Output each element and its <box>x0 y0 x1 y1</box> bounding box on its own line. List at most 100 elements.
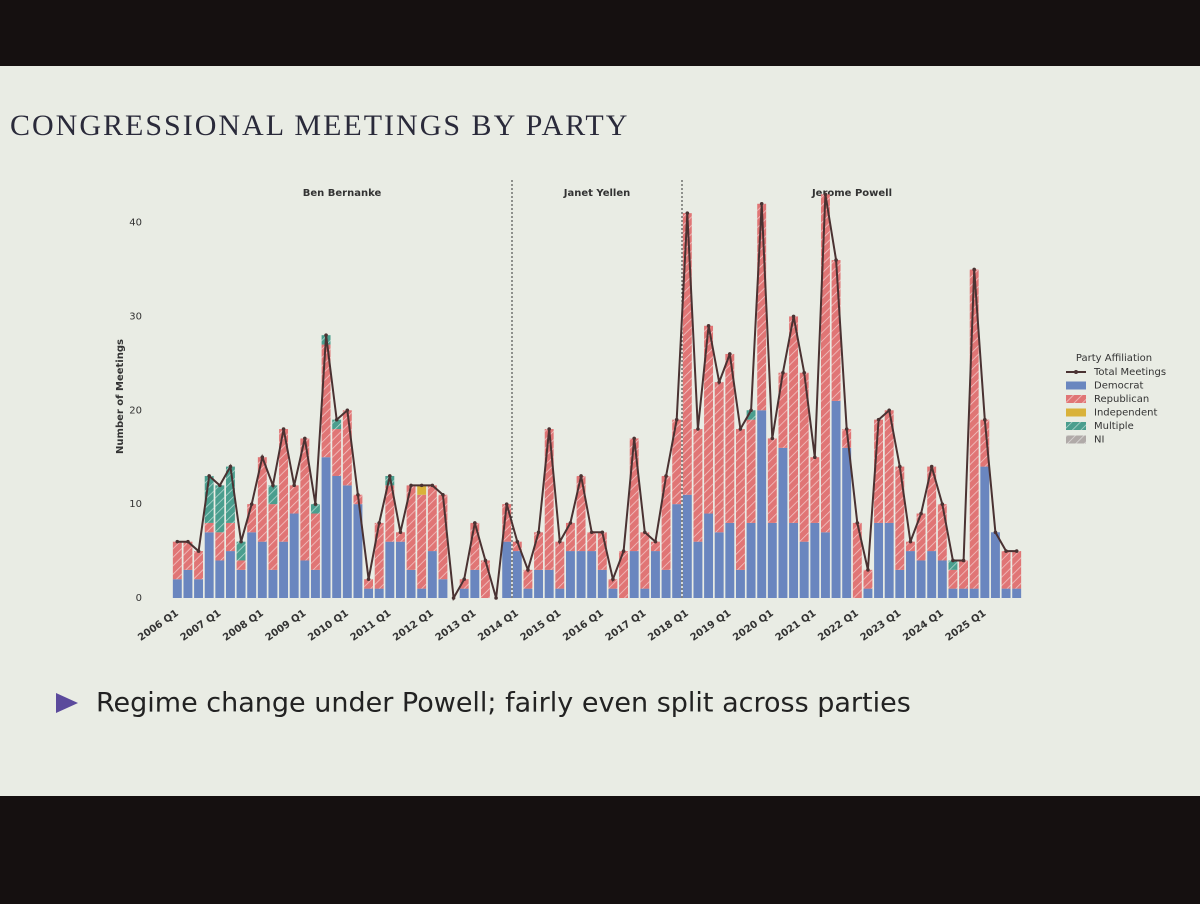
legend-swatch <box>1066 408 1086 417</box>
bar-democrat <box>895 569 905 598</box>
bar-democrat <box>1001 588 1011 598</box>
total-marker <box>558 539 562 544</box>
total-marker <box>929 464 934 469</box>
bar-democrat <box>767 522 777 598</box>
total-marker <box>281 427 286 431</box>
total-marker <box>951 558 955 563</box>
bar-hatch <box>1012 551 1022 589</box>
bar-hatch <box>980 419 990 467</box>
total-marker <box>388 474 392 478</box>
total-marker <box>579 474 583 478</box>
bar-hatch <box>608 579 618 589</box>
bar-democrat <box>172 579 182 598</box>
bar-democrat <box>842 447 852 598</box>
bar-hatch <box>661 475 671 570</box>
bar-hatch <box>789 316 799 523</box>
bar-hatch <box>852 522 862 598</box>
bar-democrat <box>799 541 809 598</box>
bar-hatch <box>342 410 352 486</box>
bar-hatch <box>395 532 405 542</box>
bar-democrat <box>502 541 512 598</box>
total-marker <box>738 427 743 431</box>
bar-hatch <box>948 560 958 570</box>
legend-label: Total Meetings <box>1093 367 1166 378</box>
total-marker <box>813 455 817 460</box>
bar-democrat <box>661 569 671 598</box>
bar-hatch <box>735 429 745 570</box>
total-marker <box>494 596 498 600</box>
y-axis-label: Number of Meetings <box>115 339 126 454</box>
bar-democrat <box>948 588 958 598</box>
total-marker <box>643 530 647 535</box>
bar-hatch <box>300 438 310 561</box>
bar-democrat <box>672 504 682 598</box>
bar-hatch <box>215 532 225 561</box>
total-marker <box>844 427 849 431</box>
bar-democrat <box>268 569 278 598</box>
bar-democrat <box>927 551 937 598</box>
bar-democrat <box>990 532 1000 598</box>
regime-label: Janet Yellen <box>563 188 631 199</box>
bar-hatch <box>247 504 257 533</box>
total-marker <box>802 370 806 375</box>
bar-independent <box>417 485 427 495</box>
bar-democrat <box>342 485 352 598</box>
legend-title: Party Affiliation <box>1076 353 1152 364</box>
bar-democrat <box>608 588 618 598</box>
bar-democrat <box>385 541 395 598</box>
bar-hatch <box>714 382 724 533</box>
bar-hatch <box>874 419 884 523</box>
bar-hatch <box>863 569 873 589</box>
total-marker <box>759 201 764 206</box>
bar-hatch <box>565 522 575 552</box>
bar-hatch <box>289 485 299 514</box>
bar-hatch <box>937 504 947 561</box>
bar-democrat <box>332 475 342 598</box>
bar-hatch <box>576 475 586 552</box>
bar-hatch <box>321 344 331 458</box>
total-marker <box>334 417 339 422</box>
bar-democrat <box>693 541 703 598</box>
total-marker <box>717 380 721 384</box>
bar-democrat <box>650 551 660 598</box>
bar-hatch <box>268 504 278 570</box>
bar-democrat <box>874 522 884 598</box>
bar-democrat <box>916 560 926 598</box>
bar-democrat <box>576 551 586 598</box>
bar-democrat <box>555 588 565 598</box>
bar-hatch <box>512 541 522 552</box>
total-marker <box>249 502 254 506</box>
bar-democrat <box>417 588 427 598</box>
bar-hatch <box>310 513 320 570</box>
total-marker <box>749 408 753 413</box>
bar-democrat <box>757 410 767 598</box>
bar-hatch <box>682 213 692 495</box>
bar-hatch <box>746 410 756 420</box>
total-marker <box>983 417 987 422</box>
legend-swatch <box>1066 381 1086 390</box>
bar-democrat <box>725 522 735 598</box>
bar-democrat <box>257 541 267 598</box>
total-marker <box>462 577 466 582</box>
slide-title: CONGRESSIONAL MEETINGS BY PARTY <box>10 109 629 142</box>
total-marker <box>887 408 891 413</box>
bar-democrat <box>980 466 990 598</box>
bar-democrat <box>905 551 915 598</box>
bar-hatch <box>672 419 682 505</box>
bar-democrat <box>364 588 374 598</box>
y-tick-label: 0 <box>136 593 142 604</box>
bar-hatch <box>895 466 905 570</box>
bar-hatch <box>236 560 246 570</box>
bar-democrat <box>215 560 225 598</box>
bar-hatch <box>502 504 512 542</box>
total-marker <box>398 530 403 535</box>
total-marker <box>175 539 180 544</box>
legend-label: Republican <box>1094 394 1149 405</box>
total-marker <box>239 539 243 544</box>
bar-democrat <box>937 560 947 598</box>
regime-label: Ben Bernanke <box>303 188 382 199</box>
bar-hatch <box>332 429 342 476</box>
total-marker <box>696 427 700 431</box>
total-marker <box>526 568 530 572</box>
